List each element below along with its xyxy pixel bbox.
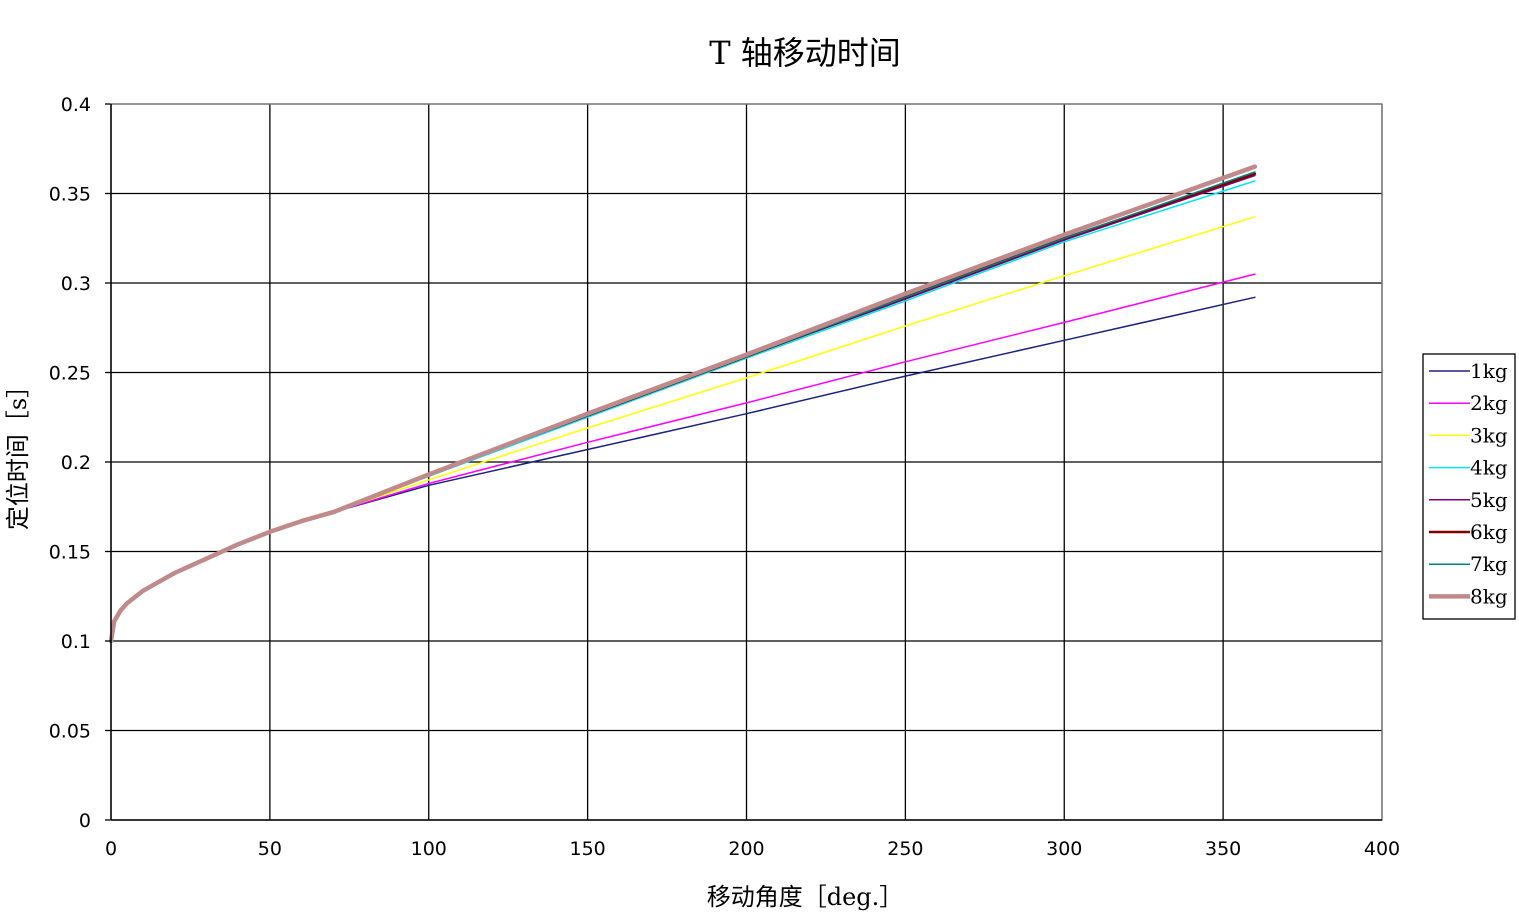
tick-labels: 0 50 100 150 200 250 300 350 400 0 0.05 0.1 0.15 0.2 0… — [49, 94, 1400, 860]
legend-label: 2kg — [1470, 391, 1508, 415]
x-tick-label: 150 — [569, 838, 605, 860]
y-tick-label: 0.15 — [49, 542, 91, 564]
y-tick-label: 0.35 — [49, 184, 91, 206]
x-axis-label: 移动角度［deg.］ — [707, 883, 904, 911]
x-tick-label: 400 — [1364, 838, 1400, 860]
legend-label: 5kg — [1470, 488, 1508, 512]
x-tick-label: 100 — [411, 838, 447, 860]
y-tick-label: 0 — [79, 810, 91, 832]
legend-label: 8kg — [1470, 584, 1508, 608]
x-tick-label: 350 — [1205, 838, 1241, 860]
legend-label: 3kg — [1470, 423, 1508, 447]
legend: 1kg 2kg 3kg 4kg 5kg 6kg 7kg 8kg — [1422, 353, 1516, 620]
y-tick-label: 0.05 — [49, 721, 91, 743]
y-tick-label: 0.4 — [61, 94, 91, 116]
legend-label: 1kg — [1470, 359, 1508, 383]
legend-label: 6kg — [1470, 520, 1508, 544]
legend-label: 7kg — [1470, 552, 1508, 576]
x-tick-label: 50 — [258, 838, 282, 860]
legend-box — [1422, 353, 1516, 620]
axes — [105, 103, 1383, 821]
y-axis-label: 定位时间［s］ — [4, 374, 32, 530]
x-tick-label: 300 — [1046, 838, 1082, 860]
y-tick-label: 0.2 — [61, 452, 91, 474]
x-tick-label: 250 — [887, 838, 923, 860]
y-tick-label: 0.1 — [61, 631, 91, 653]
y-tick-label: 0.25 — [49, 363, 91, 385]
series-line-8kg — [108, 164, 1258, 644]
series-group — [108, 164, 1258, 644]
legend-label: 4kg — [1470, 456, 1508, 480]
x-tick-label: 200 — [728, 838, 764, 860]
x-tick-label: 0 — [105, 838, 117, 860]
y-tick-label: 0.3 — [61, 273, 91, 295]
grid — [111, 103, 1383, 820]
chart-title: T 轴移动时间 — [709, 34, 901, 72]
